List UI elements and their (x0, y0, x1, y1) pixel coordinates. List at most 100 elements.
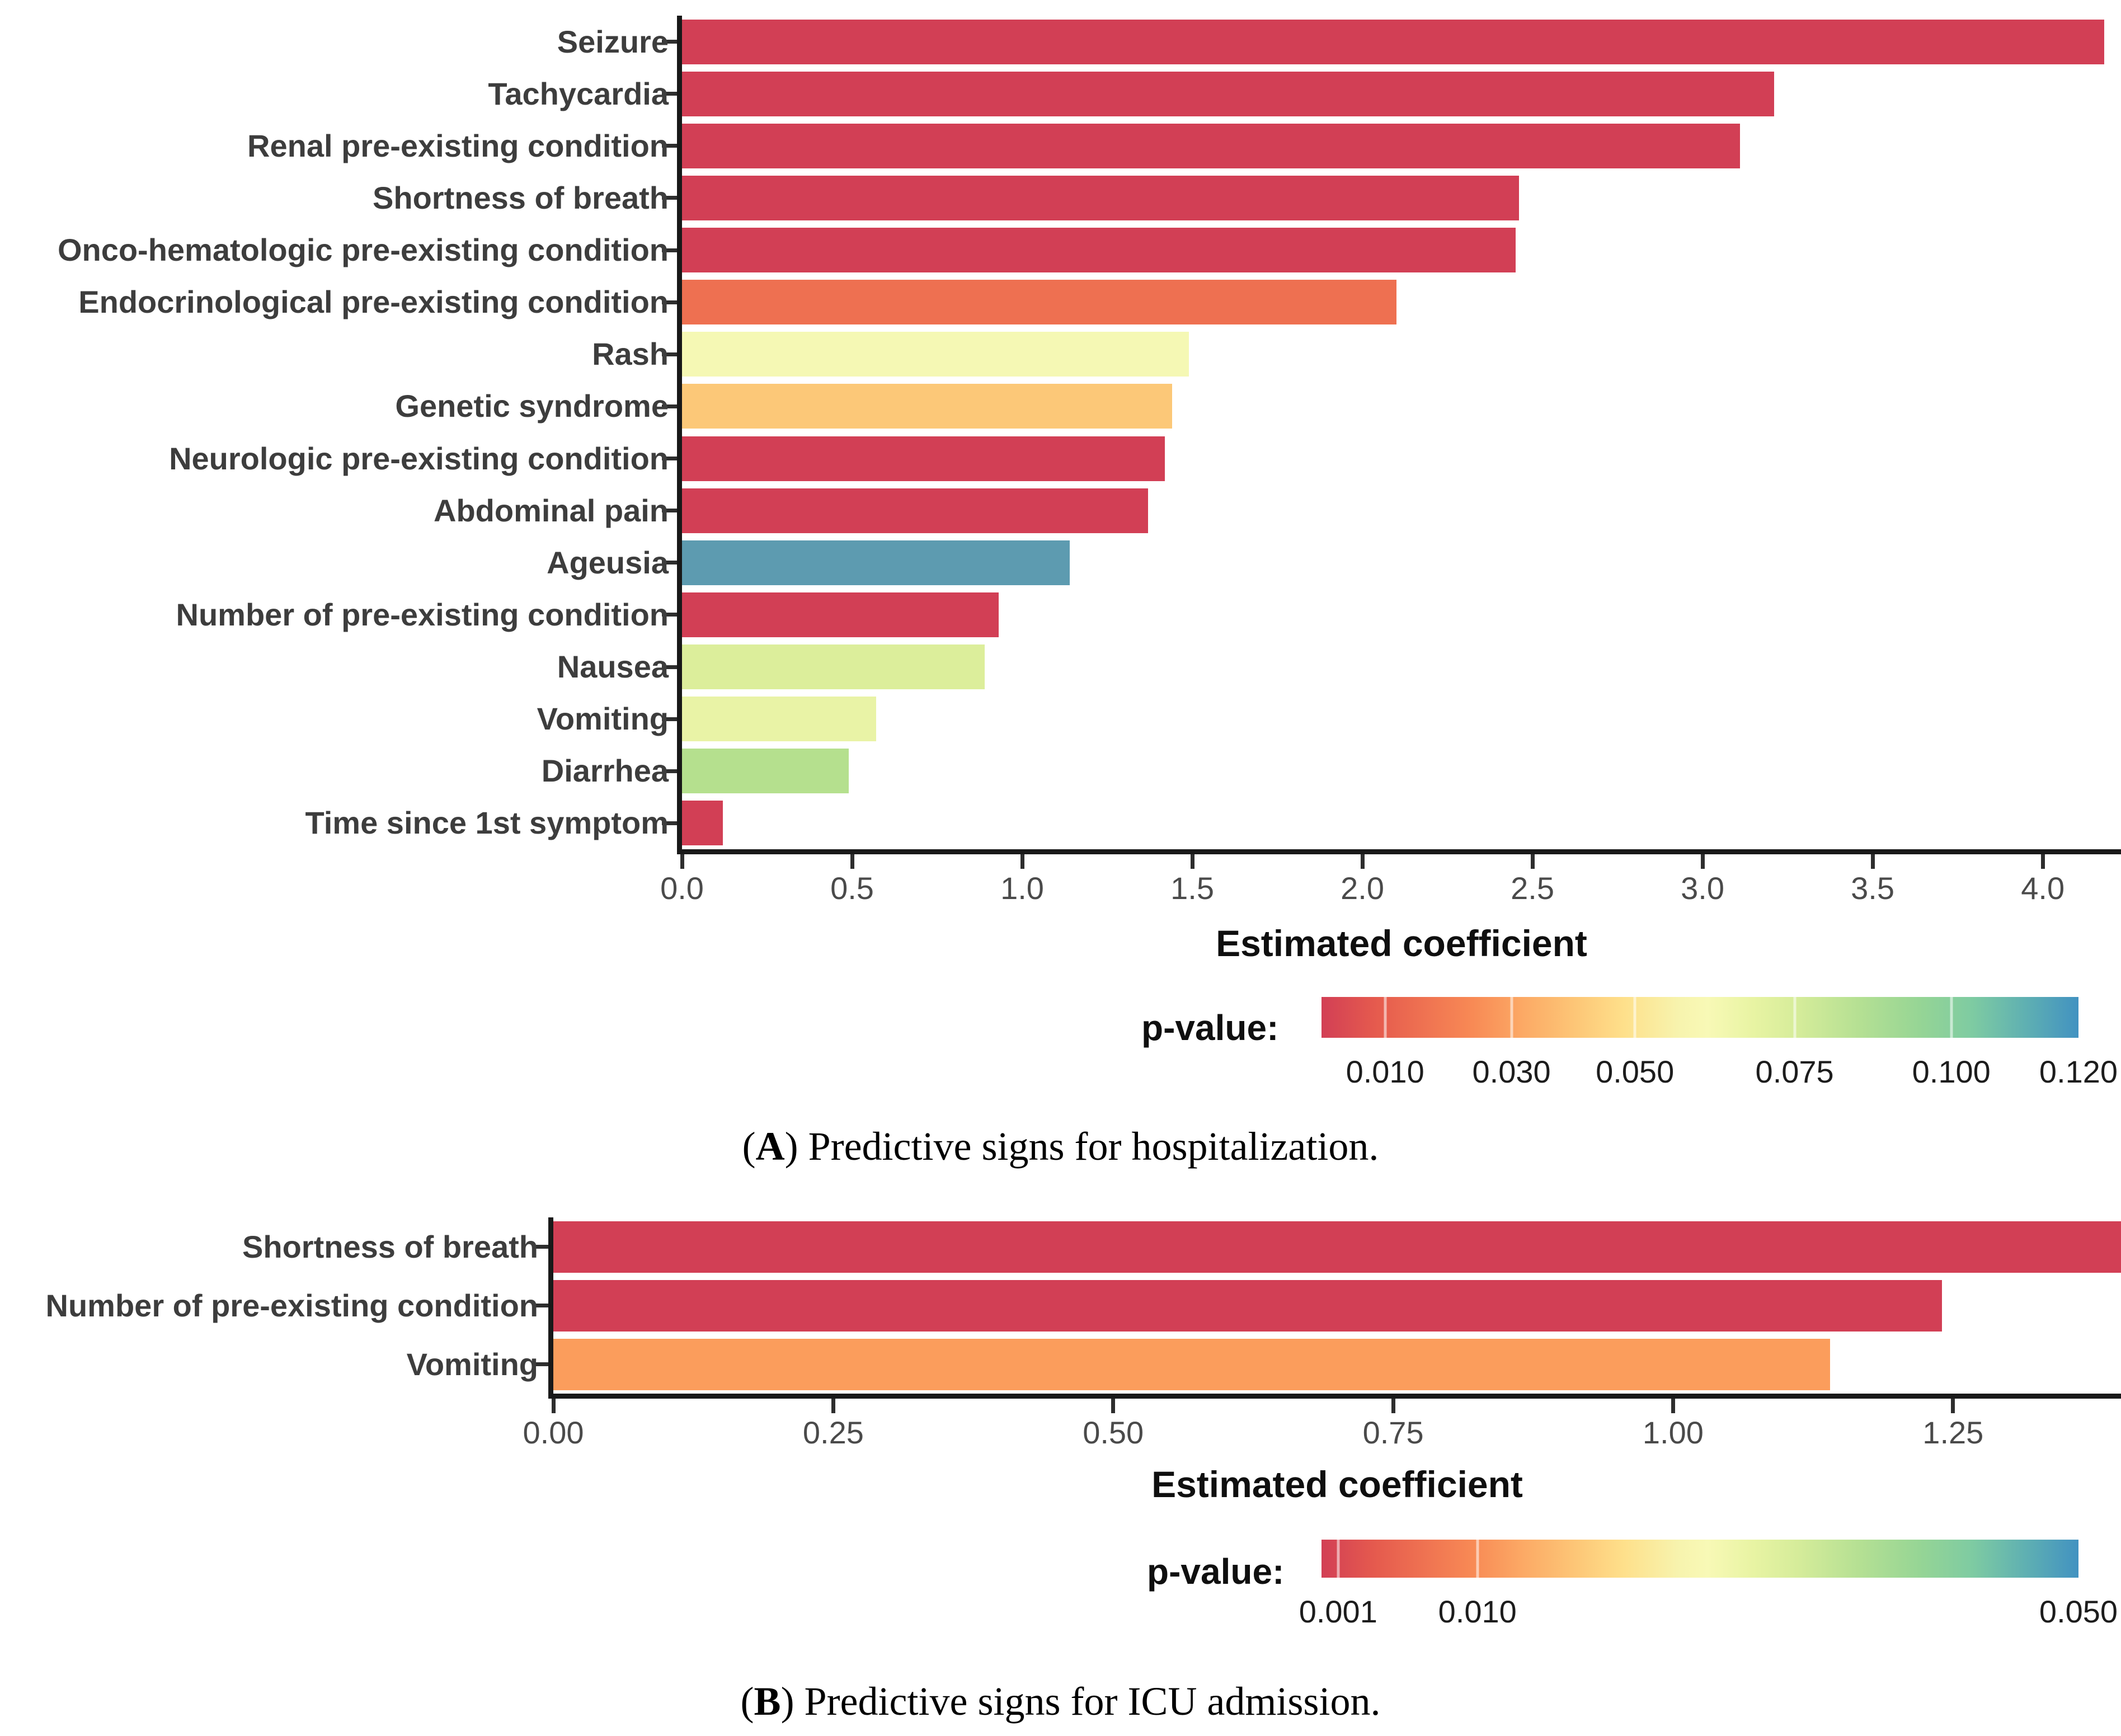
x-axis-tick-label-1.5: 1.5 (1170, 871, 1215, 906)
y-axis-label-renal-pre-existing-condition: Renal pre-existing condition (247, 128, 669, 163)
bar-neurologic-pre-existing-condition (682, 436, 1165, 481)
y-axis-tick (662, 92, 677, 96)
bar-seizure (682, 19, 2104, 64)
bar-vomiting (553, 1338, 1830, 1390)
colorbar-tick-label-0.030: 0.030 (1472, 1054, 1551, 1089)
bar-time-since-1st-symptom (682, 801, 723, 846)
y-axis-label-abdominal-pain: Abdominal pain (434, 492, 669, 528)
colorbar-tick (1793, 997, 1796, 1038)
colorbar-tick-label-0.050: 0.050 (2039, 1594, 2118, 1629)
y-axis-label-neurologic-pre-existing-condition: Neurologic pre-existing condition (169, 440, 669, 476)
bar-endocrinological-pre-existing-condition (682, 280, 1396, 325)
plot-area-b: Shortness of breath Number of pre-existin… (46, 1217, 2121, 1413)
x-axis-tick (1671, 1399, 1675, 1413)
y-axis-tick (662, 665, 677, 669)
colorbar-a: 0.010 0.030 0.050 0.075 0.100 0.120 (1321, 997, 2118, 1089)
caption-a-letter: A (755, 1124, 785, 1169)
caption-a: (A) Predictive signs for hospitalization… (0, 1123, 2121, 1170)
colorbar-tick (1633, 997, 1636, 1038)
x-axis-tick (1190, 854, 1194, 869)
bar-tachycardia (682, 71, 1774, 116)
x-axis-tick (831, 1399, 835, 1413)
colorbar-tick (1510, 997, 1513, 1038)
colorbar-tick-label-0.010: 0.010 (1438, 1594, 1517, 1629)
colorbar-tick-label-0.050: 0.050 (1596, 1054, 1675, 1089)
bar-number-of-pre-existing-condition (682, 592, 999, 637)
y-axis-tick (662, 457, 677, 461)
caption-b-letter: B (754, 1679, 781, 1724)
pvalue-gradient-a (1321, 997, 2078, 1038)
x-axis-tick-label-2.5: 2.5 (1511, 871, 1555, 906)
y-axis-label-tachycardia: Tachycardia (488, 76, 669, 111)
x-axis-tick (1700, 854, 1705, 869)
y-axis-tick (662, 509, 677, 513)
y-axis-tick (533, 1245, 548, 1249)
pvalue-label-a: p-value: (1141, 1008, 1279, 1048)
y-axis-label-time-since-1st-symptom: Time since 1st symptom (305, 805, 669, 841)
y-axis-label-number-of-pre-existing-condition: Number of pre-existing condition (176, 596, 669, 632)
x-axis-tick (1391, 1399, 1395, 1413)
x-axis-tick-label-0.0: 0.0 (660, 871, 704, 906)
bar-ageusia (682, 540, 1070, 585)
bar-diarrhea (682, 749, 849, 794)
x-axis-tick-label-0.00: 0.00 (523, 1415, 584, 1450)
y-axis-label-number-of-pre-existing-condition: Number of pre-existing condition (45, 1287, 538, 1323)
y-axis-label-genetic-syndrome: Genetic syndrome (395, 388, 669, 424)
x-axis-tick (680, 854, 684, 869)
pvalue-gradient-b (1321, 1540, 2078, 1578)
y-axis-label-seizure: Seizure (557, 23, 669, 59)
y-axis-tick (662, 196, 677, 200)
y-axis-tick (533, 1362, 548, 1366)
x-axis-title-a: Estimated coefficient (1216, 923, 1587, 964)
x-axis-tick-label-0.25: 0.25 (802, 1415, 864, 1450)
pvalue-label-b: p-value: (1147, 1551, 1285, 1592)
bar-genetic-syndrome (682, 384, 1172, 429)
y-axis-tick (662, 769, 677, 773)
colorbar-tick-label-0.120: 0.120 (2039, 1054, 2118, 1089)
colorbar-tick-label-0.010: 0.010 (1346, 1054, 1424, 1089)
y-axis-tick (662, 404, 677, 408)
x-axis-tick-label-1.0: 1.0 (1000, 871, 1044, 906)
x-axis-tick (1530, 854, 1535, 869)
y-axis-tick (662, 613, 677, 617)
colorbar-tick-label-0.075: 0.075 (1755, 1054, 1834, 1089)
y-axis-tick (662, 248, 677, 252)
plot-area-a: Seizure Tachycardia Renal pre-existing con… (58, 16, 2121, 869)
y-axis-tick (662, 717, 677, 721)
x-axis-tick (551, 1399, 556, 1413)
caption-b-rest: ) Predictive signs for ICU admission. (780, 1679, 1381, 1724)
colorbar-tick (1476, 1540, 1479, 1578)
y-axis-tick (662, 144, 677, 148)
x-axis-tick-label-3.5: 3.5 (1851, 871, 1895, 906)
bar-renal-pre-existing-condition (682, 123, 1740, 168)
bar-shortness-of-breath (553, 1221, 2121, 1273)
x-axis-tick-label-4.0: 4.0 (2021, 871, 2065, 906)
bar-number-of-pre-existing-condition (553, 1279, 1942, 1332)
y-axis-label-rash: Rash (592, 336, 669, 372)
x-axis-tick-label-1.00: 1.00 (1642, 1415, 1704, 1450)
y-axis-tick (533, 1304, 548, 1307)
y-axis-tick (662, 561, 677, 565)
y-axis-tick (662, 821, 677, 825)
x-axis-tick (1020, 854, 1024, 869)
bar-vomiting (682, 697, 876, 742)
y-axis-label-vomiting: Vomiting (406, 1346, 538, 1382)
x-axis-tick (1870, 854, 1875, 869)
colorbar-tick (1384, 997, 1387, 1038)
caption-a-rest: ) Predictive signs for hospitalization. (784, 1124, 1379, 1169)
bar-shortness-of-breath (682, 175, 1519, 220)
bar-onco-hematologic-pre-existing-condition (682, 228, 1516, 273)
caption-b: (B) Predictive signs for ICU admission. (0, 1678, 2121, 1725)
y-axis-label-shortness-of-breath: Shortness of breath (242, 1229, 538, 1264)
x-axis-tick-label-3.0: 3.0 (1681, 871, 1725, 906)
bar-nausea (682, 644, 985, 690)
colorbar-tick (1950, 997, 1953, 1038)
y-axis-label-endocrinological-pre-existing-condition: Endocrinological pre-existing condition (78, 284, 669, 320)
y-axis-label-nausea: Nausea (557, 649, 669, 685)
colorbar-tick-label-0.100: 0.100 (1912, 1054, 1991, 1089)
y-axis-tick (662, 352, 677, 356)
bar-rash (682, 332, 1189, 377)
bar-abdominal-pain (682, 488, 1148, 533)
x-axis-tick (1951, 1399, 1955, 1413)
